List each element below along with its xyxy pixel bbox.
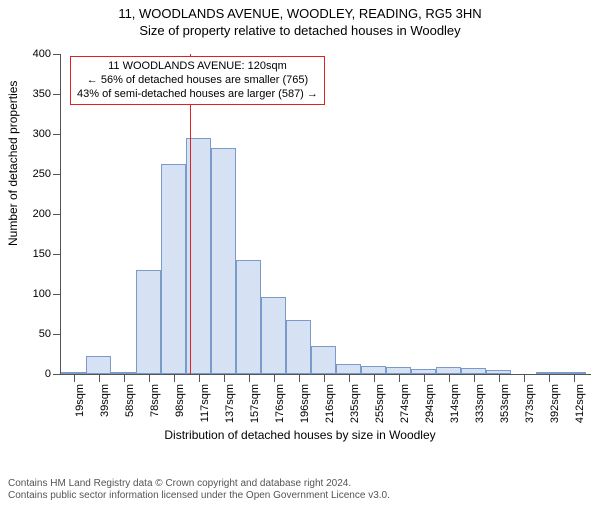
- y-axis-label: Number of detached properties: [6, 81, 20, 246]
- x-tick: [424, 374, 425, 382]
- x-tick-label: 373sqm: [524, 384, 536, 434]
- histogram-bar: [136, 270, 161, 374]
- x-tick-label: 392sqm: [549, 384, 561, 434]
- x-tick: [524, 374, 525, 382]
- x-tick-label: 274sqm: [399, 384, 411, 434]
- histogram-bar: [436, 367, 461, 374]
- footer-attribution: Contains HM Land Registry data © Crown c…: [8, 478, 390, 502]
- x-tick-label: 235sqm: [349, 384, 361, 434]
- y-tick-label: 350: [21, 88, 51, 100]
- histogram-bar: [261, 297, 286, 374]
- y-tick-label: 100: [21, 288, 51, 300]
- x-tick: [499, 374, 500, 382]
- x-tick: [549, 374, 550, 382]
- callout-line: ← 56% of detached houses are smaller (76…: [77, 74, 318, 88]
- y-tick: [53, 134, 61, 135]
- x-tick: [99, 374, 100, 382]
- x-tick-label: 216sqm: [324, 384, 336, 434]
- x-tick: [174, 374, 175, 382]
- y-tick: [53, 174, 61, 175]
- page-title: 11, WOODLANDS AVENUE, WOODLEY, READING, …: [0, 6, 600, 21]
- callout-line: 11 WOODLANDS AVENUE: 120sqm: [77, 60, 318, 74]
- y-tick-label: 200: [21, 208, 51, 220]
- x-tick: [149, 374, 150, 382]
- x-tick-label: 176sqm: [274, 384, 286, 434]
- y-tick-label: 50: [21, 328, 51, 340]
- histogram-bar: [236, 260, 261, 374]
- histogram-bar: [386, 367, 411, 374]
- footer-line: Contains public sector information licen…: [8, 490, 390, 502]
- x-tick: [124, 374, 125, 382]
- x-tick-label: 58sqm: [124, 384, 136, 434]
- x-tick: [199, 374, 200, 382]
- y-tick: [53, 334, 61, 335]
- y-tick: [53, 374, 61, 375]
- histogram-bar: [336, 364, 361, 374]
- x-tick-label: 78sqm: [149, 384, 161, 434]
- chart-container: Number of detached properties 0 50 100 150 2…: [0, 46, 600, 446]
- histogram-bar: [361, 366, 386, 374]
- callout-line: 43% of semi-detached houses are larger (…: [77, 88, 318, 102]
- y-tick-label: 150: [21, 248, 51, 260]
- y-tick-label: 0: [21, 368, 51, 380]
- histogram-bar: [286, 320, 311, 374]
- x-tick: [74, 374, 75, 382]
- y-tick: [53, 94, 61, 95]
- x-tick-label: 157sqm: [249, 384, 261, 434]
- x-tick-label: 196sqm: [299, 384, 311, 434]
- x-axis-label: Distribution of detached houses by size …: [0, 428, 600, 442]
- x-tick-label: 294sqm: [424, 384, 436, 434]
- page-subtitle: Size of property relative to detached ho…: [0, 23, 600, 38]
- x-tick: [349, 374, 350, 382]
- y-tick: [53, 254, 61, 255]
- x-tick: [474, 374, 475, 382]
- x-tick: [324, 374, 325, 382]
- x-tick: [299, 374, 300, 382]
- x-tick: [374, 374, 375, 382]
- y-tick: [53, 214, 61, 215]
- histogram-bar: [211, 148, 236, 374]
- histogram-bar: [311, 346, 336, 374]
- footer-line: Contains HM Land Registry data © Crown c…: [8, 478, 390, 490]
- y-tick-label: 400: [21, 48, 51, 60]
- x-tick-label: 353sqm: [499, 384, 511, 434]
- x-tick-label: 19sqm: [74, 384, 86, 434]
- marker-callout: 11 WOODLANDS AVENUE: 120sqm ← 56% of det…: [70, 56, 325, 105]
- x-tick-label: 117sqm: [199, 384, 211, 434]
- x-tick-label: 333sqm: [474, 384, 486, 434]
- x-tick-label: 255sqm: [374, 384, 386, 434]
- x-tick: [274, 374, 275, 382]
- x-tick: [249, 374, 250, 382]
- histogram-bar: [86, 356, 111, 374]
- y-tick-label: 250: [21, 168, 51, 180]
- y-tick-label: 300: [21, 128, 51, 140]
- y-tick: [53, 294, 61, 295]
- x-tick: [449, 374, 450, 382]
- x-tick-label: 412sqm: [574, 384, 586, 434]
- y-tick: [53, 54, 61, 55]
- x-tick: [399, 374, 400, 382]
- histogram-bar: [161, 164, 186, 374]
- x-tick: [574, 374, 575, 382]
- x-tick-label: 98sqm: [174, 384, 186, 434]
- x-tick-label: 137sqm: [224, 384, 236, 434]
- x-tick: [224, 374, 225, 382]
- x-tick-label: 314sqm: [449, 384, 461, 434]
- x-tick-label: 39sqm: [99, 384, 111, 434]
